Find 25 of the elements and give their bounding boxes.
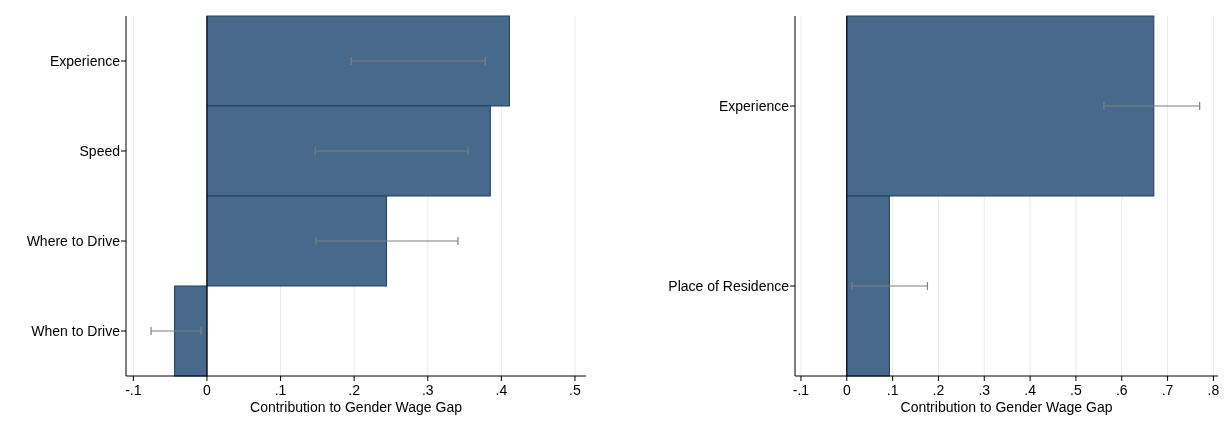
x-tick-label: 0	[842, 382, 851, 398]
x-tick-label: .4	[495, 382, 508, 398]
y-tick-label: Place of Residence	[668, 277, 790, 294]
y-tick-label: Speed	[79, 142, 120, 159]
y-tick-label: Experience	[49, 52, 121, 69]
y-tick-label: When to Drive	[31, 322, 121, 339]
x-tick-label: .2	[932, 382, 945, 398]
x-tick-label: 0	[203, 382, 212, 398]
x-tick-label: .1	[886, 382, 899, 398]
x-tick-label: .7	[1161, 382, 1174, 398]
x-tick-label: -.1	[792, 382, 810, 398]
y-tick-label: Experience	[718, 97, 790, 114]
x-tick-label: .6	[1115, 382, 1128, 398]
x-tick-label: -.1	[125, 382, 142, 398]
x-tick-label: .2	[348, 382, 361, 398]
x-axis-title: Contribution to Gender Wage Gap	[250, 399, 463, 415]
x-axis-title: Contribution to Gender Wage Gap	[900, 399, 1113, 415]
x-tick-label: .1	[274, 382, 287, 398]
x-tick-label: .4	[1024, 382, 1037, 398]
x-tick-label: .3	[421, 382, 434, 398]
y-tick-label: Where to Drive	[26, 232, 121, 249]
x-tick-label: .5	[1070, 382, 1082, 398]
x-tick-label: .5	[569, 382, 582, 398]
x-tick-label: .8	[1207, 382, 1220, 398]
x-tick-label: .3	[978, 382, 991, 398]
